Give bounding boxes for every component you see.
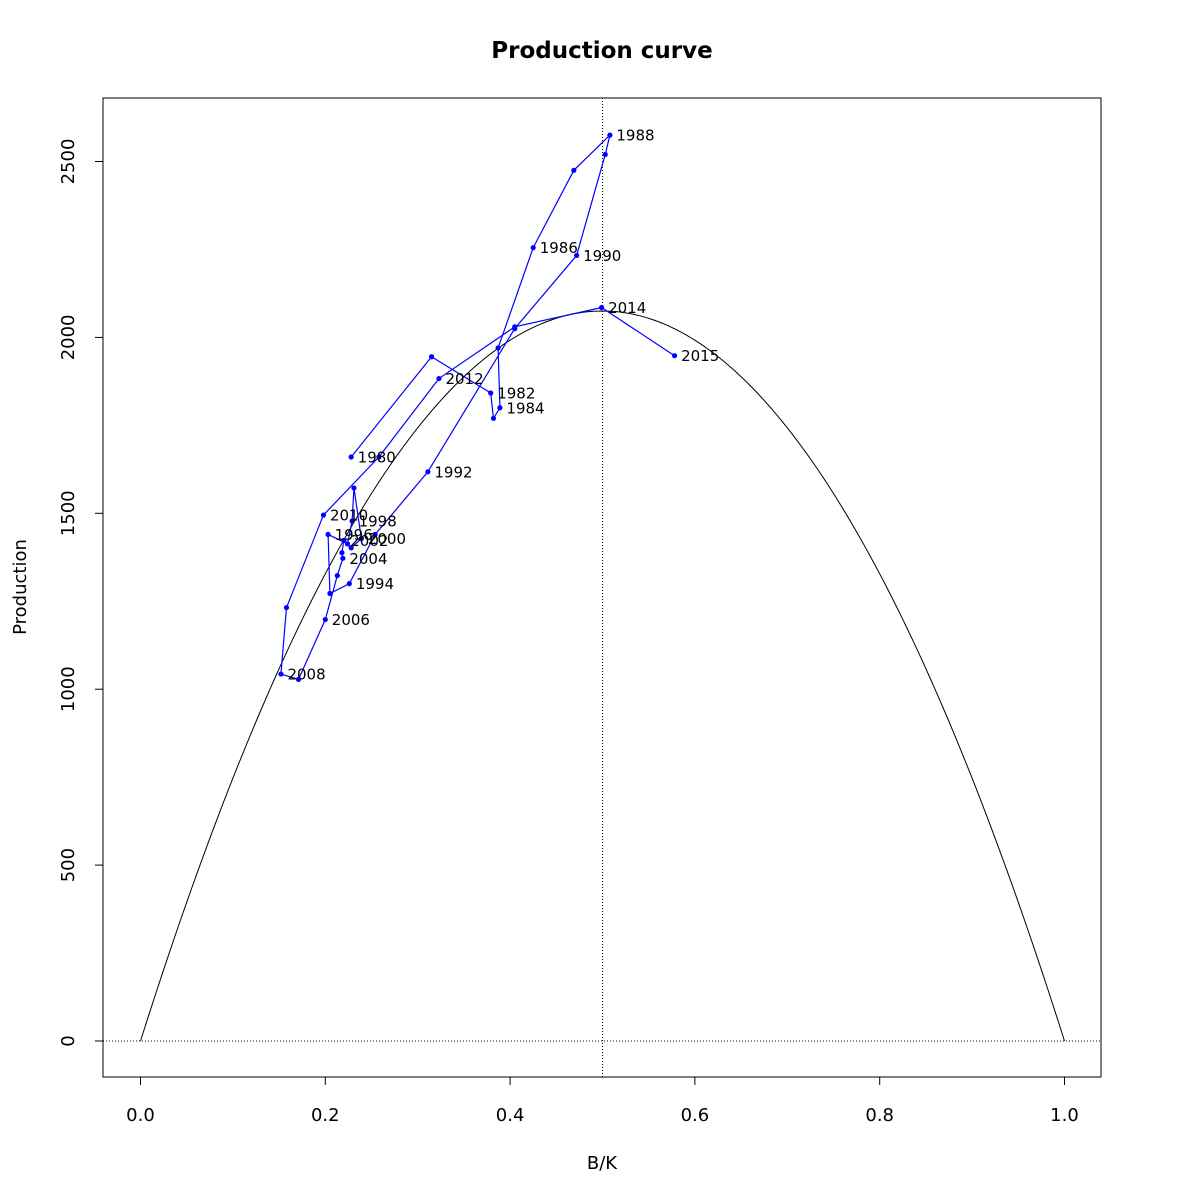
point-label-1986: 1986: [540, 239, 578, 257]
production-curve: [140, 310, 1065, 1042]
data-point-1989: [602, 151, 608, 158]
reference-lines: [103, 98, 1101, 1077]
data-point-1982: [488, 390, 494, 396]
data-point-1996: [325, 531, 331, 538]
data-point-2000: [358, 536, 364, 542]
point-label-2014: 2014: [608, 299, 646, 317]
data-point-2013: [512, 324, 518, 330]
point-label-1982: 1982: [497, 384, 535, 402]
data-point-1997: [344, 541, 351, 547]
data-point-2015: [671, 353, 678, 359]
series-line: [280, 133, 675, 681]
point-label-2010: 2010: [330, 507, 368, 525]
y-axis: 0 500 1000 1500 2000 2500: [58, 139, 104, 1047]
point-label-1998: 1998: [359, 513, 397, 531]
x-tick-label-0.0: 0.0: [126, 1105, 155, 1126]
point-label-2012: 2012: [445, 370, 483, 388]
point-label-2004: 2004: [349, 550, 387, 568]
point-label-2006: 2006: [332, 611, 370, 629]
x-axis-label: B/K: [587, 1153, 618, 1174]
y-tick-label-1000: 1000: [58, 666, 79, 712]
data-point-2006: [322, 616, 328, 623]
data-point-1995: [327, 590, 333, 597]
y-tick-label-0: 0: [58, 1035, 79, 1046]
data-point-2014: [598, 304, 605, 311]
data-point-1988: [607, 132, 613, 138]
data-point-1992: [425, 469, 431, 475]
point-label-1992: 1992: [434, 463, 472, 481]
data-point-2005: [334, 572, 340, 579]
data-point-2002: [341, 537, 347, 543]
data-point-1981: [428, 354, 435, 360]
data-point-1985: [495, 345, 501, 351]
data-point-1987: [571, 167, 577, 173]
x-tick-label-1.0: 1.0: [1050, 1105, 1079, 1126]
production-curve-line: [140, 310, 1065, 1042]
data-series: [278, 132, 678, 682]
data-point-2009: [283, 604, 290, 611]
x-tick-label-0.6: 0.6: [681, 1105, 710, 1126]
data-point-2011: [376, 454, 382, 460]
point-label-1988: 1988: [616, 127, 654, 145]
data-point-1980: [348, 454, 354, 460]
data-point-2004: [340, 555, 346, 561]
data-point-2012: [436, 375, 442, 382]
data-point-2007: [295, 676, 302, 682]
y-tick-label-2000: 2000: [58, 314, 79, 360]
point-label-1990: 1990: [583, 247, 621, 265]
y-tick-label-2500: 2500: [58, 139, 79, 185]
data-point-1999: [351, 485, 357, 491]
data-point-2010: [320, 512, 327, 518]
point-label-2002: 2002: [350, 532, 388, 550]
point-label-1996: 1996: [335, 526, 373, 544]
data-point-1984: [497, 405, 503, 411]
point-label-2000: 2000: [368, 530, 406, 548]
y-tick-label-1500: 1500: [58, 490, 79, 536]
data-point-1990: [574, 252, 580, 259]
point-label-1994: 1994: [356, 575, 394, 593]
x-axis: 0.0 0.2 0.4 0.6 0.8 1.0: [126, 1076, 1079, 1126]
point-label-1984: 1984: [506, 399, 544, 417]
data-point-1993: [372, 531, 378, 538]
x-tick-label-0.2: 0.2: [311, 1105, 340, 1126]
data-point-2008: [278, 671, 284, 677]
data-point-1994: [346, 581, 352, 587]
point-label-2008: 2008: [287, 666, 325, 684]
data-point-1998: [349, 518, 355, 524]
data-point-1986: [530, 245, 536, 251]
data-point-2001: [348, 545, 354, 551]
point-label-1980: 1980: [358, 449, 396, 467]
y-axis-label: Production: [10, 539, 31, 635]
x-tick-label-0.4: 0.4: [496, 1105, 525, 1126]
data-point-2003: [339, 550, 345, 556]
x-tick-label-0.8: 0.8: [865, 1105, 894, 1126]
y-tick-label-500: 500: [58, 848, 79, 882]
chart-title: Production curve: [491, 38, 712, 64]
data-point-1983: [490, 415, 497, 421]
point-label-2015: 2015: [681, 347, 719, 365]
